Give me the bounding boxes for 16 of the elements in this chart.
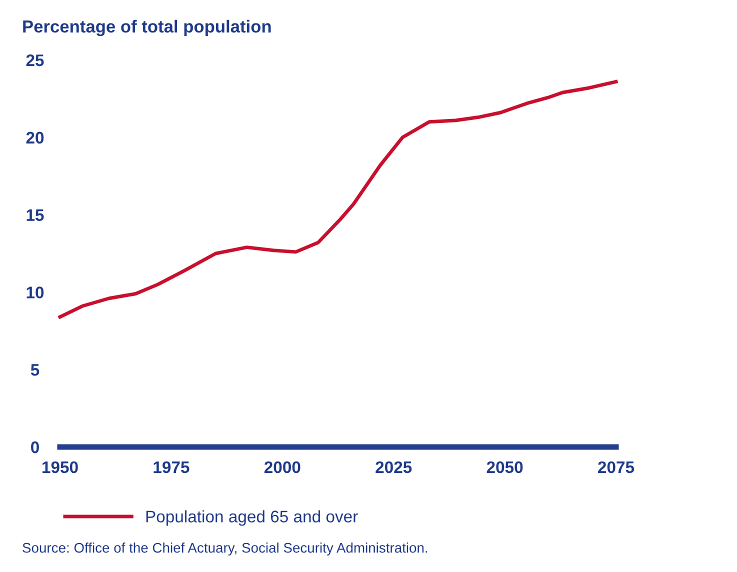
y-tick-label: 20 (26, 132, 44, 144)
line-series (58, 80, 618, 319)
y-tick-label: 25 (26, 54, 44, 66)
x-tick-label: 2025 (376, 461, 412, 474)
x-tick-label: 2050 (486, 461, 523, 474)
x-tick-label: 2000 (264, 461, 300, 474)
x-tick-label: 1950 (42, 461, 78, 474)
legend-label: Population aged 65 and over (146, 510, 358, 526)
y-tick-label: 5 (30, 364, 40, 376)
y-tick-label: 10 (26, 286, 44, 298)
y-tick-label: 0 (31, 441, 39, 454)
x-tick-label: 1975 (154, 461, 190, 474)
source-note: Source: Office of the Chief Actuary, Social Security Administration. (22, 542, 428, 556)
y-tick-label: 15 (26, 209, 44, 222)
y-axis-title: Percentage of total population (23, 20, 271, 36)
x-tick-label: 2075 (598, 461, 634, 474)
